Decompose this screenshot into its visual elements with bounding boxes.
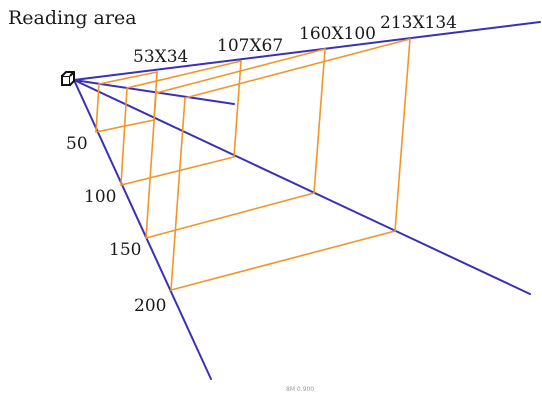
- ray-bottom: [73, 79, 212, 380]
- view-rays: [73, 21, 541, 380]
- distance-labels: 50 100 150 200: [66, 134, 166, 316]
- ray-top: [73, 21, 541, 81]
- distance-label-100: 100: [84, 187, 116, 207]
- distance-label-200: 200: [134, 296, 166, 316]
- frame-150: [145, 48, 326, 239]
- frame-100: [120, 60, 242, 186]
- size-labels: 53X34 107X67 160X100 213X134: [133, 13, 457, 67]
- distance-label-150: 150: [109, 240, 141, 260]
- reading-frames: [95, 38, 411, 291]
- diagram-title: Reading area: [8, 7, 137, 29]
- ray-right: [73, 79, 531, 295]
- footer-watermark: 8M 0.900: [286, 386, 314, 393]
- frame-200: [170, 38, 411, 291]
- distance-label-50: 50: [66, 134, 88, 154]
- size-label-107x67: 107X67: [217, 36, 283, 56]
- size-label-53x34: 53X34: [133, 47, 188, 67]
- size-label-160x100: 160X100: [299, 24, 376, 44]
- camera-icon: [61, 71, 75, 86]
- size-label-213x134: 213X134: [380, 13, 457, 33]
